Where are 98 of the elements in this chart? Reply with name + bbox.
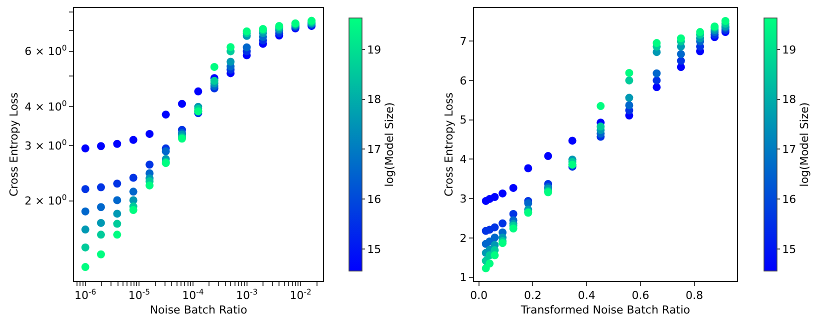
point (625, 68, 634, 77)
point (652, 76, 661, 84)
point (129, 174, 138, 182)
color-bar-label: 15 (782, 242, 796, 256)
point (652, 39, 661, 48)
point (596, 122, 605, 131)
y-tick-label: 1 (460, 271, 467, 284)
x-tick-label: 0.2 (524, 289, 542, 302)
x-tick-label: 10$^{-3}$ (236, 288, 258, 302)
y-tick-label: 6 (460, 74, 467, 88)
point (676, 56, 685, 65)
point (226, 58, 235, 66)
point (696, 28, 704, 36)
point (490, 251, 499, 260)
point (509, 224, 518, 233)
point (162, 110, 170, 119)
point (113, 230, 122, 239)
point (242, 43, 251, 52)
color-bar-label: 16 (367, 192, 382, 206)
point (129, 136, 138, 144)
x-tick-label: 10$^{-5}$ (128, 288, 150, 302)
point (129, 188, 138, 196)
point (490, 193, 499, 202)
point (596, 102, 605, 110)
point (96, 142, 105, 150)
point (498, 219, 507, 228)
x-tick-label: 10$^{-6}$ (74, 288, 96, 302)
point (486, 260, 494, 268)
point (129, 206, 138, 214)
point (524, 164, 532, 172)
point (113, 196, 122, 204)
point (81, 185, 90, 194)
y-tick-label: 4 × 10$^{0}$ (24, 98, 67, 114)
color-bar-label: 16 (782, 192, 796, 206)
point (146, 181, 154, 190)
color-bar-label: 18 (782, 93, 796, 106)
point (544, 152, 552, 160)
color-bar-label: 15 (367, 242, 382, 256)
point (113, 140, 122, 148)
point (146, 130, 154, 138)
color-bar-title: log(Model Size) (383, 102, 396, 187)
y-tick-label: 6 × 10$^{0}$ (24, 44, 67, 58)
point (146, 160, 154, 169)
point (81, 243, 90, 252)
point (676, 34, 685, 42)
x-axis-title: Transformed Noise Batch Ratio (520, 303, 690, 316)
y-tick-label: 4 (460, 153, 467, 166)
y-tick-label: 3 (460, 192, 467, 206)
point (490, 234, 499, 242)
point (210, 62, 218, 71)
point (509, 184, 518, 192)
y-tick-label: 5 (460, 114, 467, 127)
point (113, 220, 122, 228)
color-bar-title: log(Model Size) (798, 102, 812, 187)
point (721, 16, 730, 25)
point (81, 144, 90, 152)
y-axis-title: Cross Entropy Loss (7, 92, 20, 197)
point (625, 76, 634, 84)
color-bar-label: 17 (367, 143, 382, 156)
point (194, 87, 202, 96)
point (178, 100, 186, 108)
x-tick-label: 0.4 (578, 289, 596, 302)
color-bar-label: 17 (782, 143, 796, 156)
point (81, 207, 90, 216)
x-tick-label: 10$^{-4}$ (182, 288, 204, 302)
x-tick-label: 0.8 (686, 289, 704, 302)
point (226, 43, 235, 52)
point (96, 218, 105, 227)
x-tick-label: 10$^{-2}$ (290, 288, 312, 302)
color-bar-label: 18 (367, 93, 382, 106)
point (625, 94, 634, 102)
point (652, 83, 661, 92)
point (96, 203, 105, 212)
point (96, 230, 105, 239)
point (96, 183, 105, 192)
x-tick-label: 0.0 (470, 289, 488, 302)
x-axis-title: Noise Batch Ratio (150, 303, 248, 316)
point (490, 223, 499, 232)
point (96, 250, 105, 258)
point (210, 76, 218, 85)
x-tick-label: 0.6 (632, 289, 650, 302)
point (113, 180, 122, 188)
point (625, 101, 634, 110)
point (568, 136, 576, 145)
point (652, 69, 661, 78)
color-bar-label: 19 (367, 43, 382, 56)
point (162, 147, 170, 156)
y-tick-label: 2 × 10$^{0}$ (24, 193, 67, 208)
y-tick-label: 7 (460, 34, 467, 48)
point (81, 226, 90, 234)
point (676, 50, 685, 58)
y-tick-label: 2 (460, 232, 467, 245)
point (113, 210, 122, 218)
y-axis-title: Cross Entropy Loss (442, 92, 456, 197)
point (81, 263, 90, 272)
point (498, 189, 507, 198)
color-bar-label: 19 (782, 43, 796, 56)
y-tick-label: 3 × 10$^{0}$ (24, 138, 67, 153)
